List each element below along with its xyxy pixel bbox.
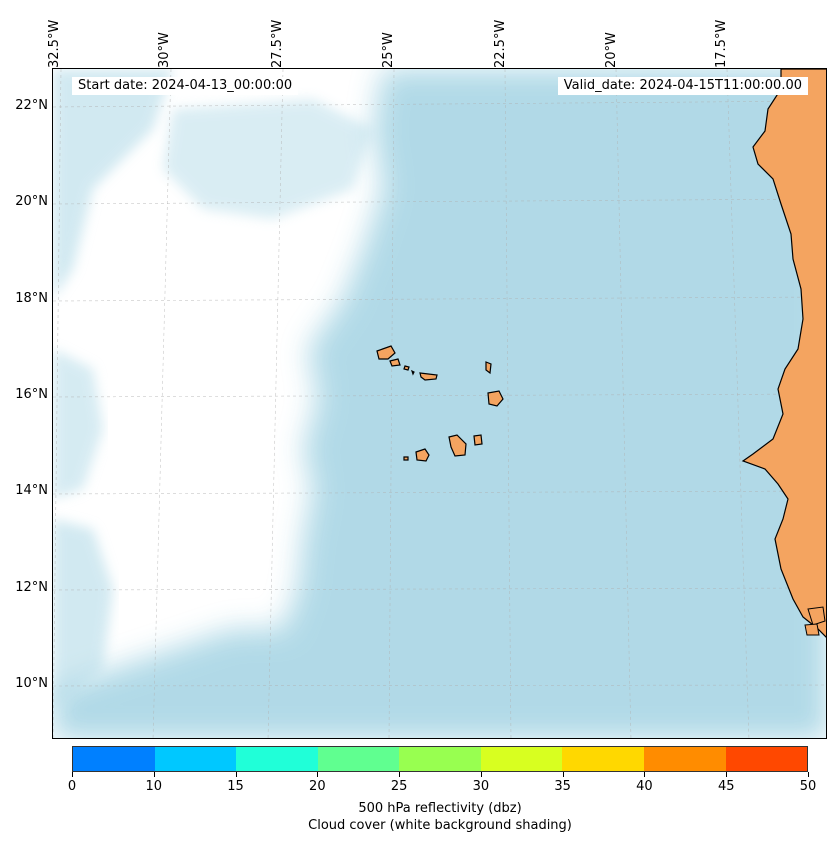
colorbar-segment — [643, 747, 726, 771]
colorbar-tick-label: 0 — [67, 779, 77, 794]
reflectivity-colorbar — [72, 746, 808, 772]
latitude-label: 10°N — [15, 676, 48, 691]
start-date-label: Start date: 2024-04-13_00:00:00 — [72, 77, 299, 95]
island — [389, 358, 401, 367]
colorbar-tick-label: 40 — [636, 779, 653, 794]
map-panel[interactable] — [52, 68, 827, 739]
longitude-label: 22.5°W — [493, 19, 508, 68]
island — [448, 434, 467, 457]
colorbar-tick-label: 15 — [227, 779, 244, 794]
latitude-label: 16°N — [15, 387, 48, 402]
colorbar-tick — [317, 772, 319, 777]
colorbar-tick — [480, 772, 482, 777]
latitude-label: 18°N — [15, 291, 48, 306]
gridline — [152, 69, 172, 738]
colorbar-tick-label: 50 — [799, 779, 817, 794]
gridline — [726, 69, 750, 738]
colorbar-segment — [154, 747, 237, 771]
colorbar-tick-label: 10 — [145, 779, 163, 794]
cape-verde-islands — [376, 345, 504, 462]
island — [376, 345, 396, 360]
island — [410, 369, 415, 376]
colorbar-tick — [644, 772, 646, 777]
colorbar-tick-label: 35 — [554, 779, 571, 794]
latitude-label: 22°N — [15, 98, 48, 113]
africa-landmass — [741, 69, 826, 638]
latitude-label: 14°N — [15, 483, 48, 498]
colorbar-tick — [235, 772, 237, 777]
gridline — [267, 69, 284, 738]
colorbar-segment — [317, 747, 400, 771]
island — [403, 365, 410, 371]
island — [473, 434, 483, 446]
longitude-label: 20°W — [604, 32, 619, 68]
gridline — [388, 69, 395, 738]
latitude-label: 12°N — [15, 580, 48, 595]
colorbar-tick-label: 25 — [390, 779, 408, 794]
colorbar-tick-label: 45 — [717, 779, 735, 794]
colorbar-tick — [808, 772, 809, 777]
longitude-label: 30°W — [157, 32, 172, 68]
gridlines — [53, 69, 826, 738]
colorbar-tick — [399, 772, 401, 777]
longitude-label: 25°W — [381, 32, 396, 68]
island — [403, 456, 409, 461]
colorbar-segment — [562, 747, 644, 771]
colorbar-tick-label: 20 — [309, 779, 326, 794]
colorbar-segment — [73, 747, 155, 771]
colorbar-tick — [153, 772, 155, 777]
colorbar-segment — [480, 747, 563, 771]
map-canvas — [53, 69, 826, 738]
latitude-label: 20°N — [15, 194, 48, 209]
colorbar-sublabel: Cloud cover (white background shading) — [308, 818, 572, 833]
gridline — [504, 69, 512, 738]
colorbar-segment — [725, 747, 808, 771]
colorbar-tick-label: 30 — [472, 779, 490, 794]
colorbar-segment — [236, 747, 318, 771]
island — [485, 361, 492, 375]
gridline — [615, 69, 632, 738]
colorbar-tick — [72, 772, 73, 777]
longitude-label: 17.5°W — [714, 19, 729, 68]
longitude-label: 32.5°W — [47, 19, 62, 68]
longitude-label: 27.5°W — [270, 19, 285, 68]
colorbar-segment — [399, 747, 481, 771]
gridline — [53, 69, 62, 738]
colorbar-label: 500 hPa reflectivity (dbz) — [358, 801, 522, 816]
colorbar-tick — [726, 772, 728, 777]
island — [487, 390, 504, 407]
valid-date-label: Valid_date: 2024-04-15T11:00:00.00 — [557, 77, 808, 95]
island — [415, 448, 430, 462]
cloud-cover-layer — [53, 69, 826, 738]
colorbar-tick — [562, 772, 564, 777]
island — [419, 372, 438, 381]
